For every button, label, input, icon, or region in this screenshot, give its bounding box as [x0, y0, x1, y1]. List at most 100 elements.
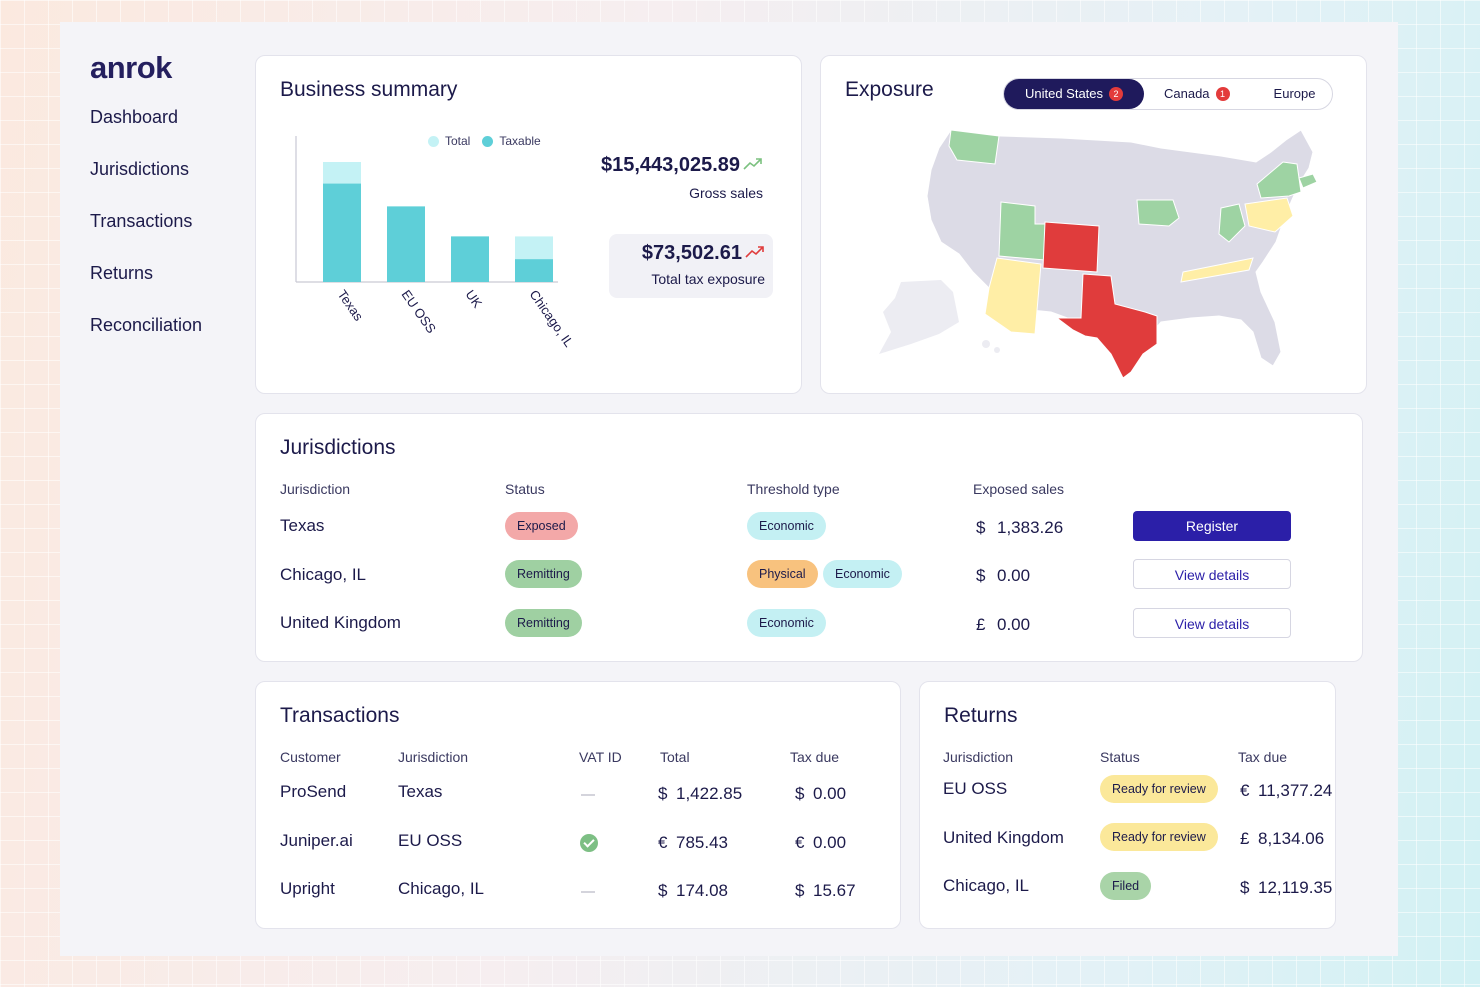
col-customer: Customer — [280, 749, 341, 765]
total-currency: $ — [658, 881, 668, 900]
tax-exposure-value: $73,502.61 — [609, 242, 765, 265]
legend-total-swatch — [428, 135, 439, 147]
col-status: Status — [505, 481, 545, 497]
exposed-amount: 0.00 — [997, 566, 1031, 585]
gross-sales: $15,443,025.89 Gross sales — [601, 154, 763, 201]
x-tick-label: Texas — [335, 287, 367, 324]
tab-canada-badge: 1 — [1215, 87, 1230, 101]
col-total: Total — [660, 749, 690, 765]
tax-exposure-box: $73,502.61 Total tax exposure — [609, 234, 773, 298]
col-exposed-sales: Exposed sales — [973, 481, 1065, 497]
return-currency: £ — [1240, 829, 1250, 848]
return-amount: 11,377.24 — [1258, 781, 1333, 800]
jurisdiction-name: United Kingdom — [280, 613, 401, 632]
exposure-title: Exposure — [845, 78, 934, 101]
map-state-arizona — [984, 257, 1042, 335]
bar-taxable[interactable] — [387, 206, 425, 282]
tax-amount: 0.00 — [813, 833, 847, 852]
sidebar-item-transactions[interactable]: Transactions — [90, 211, 193, 231]
total-amount: 174.08 — [676, 881, 728, 900]
sidebar-item-dashboard[interactable]: Dashboard — [90, 107, 179, 127]
map-state-pennsylvania — [1244, 197, 1294, 233]
app-window: anrok Dashboard Jurisdictions Transactio… — [60, 22, 1398, 956]
business-summary-card: Business summary Total Taxable Texas EU O… — [255, 55, 802, 394]
map-state-ohio — [1218, 203, 1246, 243]
customer-name[interactable]: Juniper.ai — [280, 831, 353, 850]
total-currency: $ — [658, 784, 668, 803]
sidebar-item-returns[interactable]: Returns — [90, 263, 154, 283]
bar-taxable[interactable] — [323, 183, 361, 282]
anrok-logo[interactable]: anrok — [90, 50, 172, 85]
col-threshold-type: Threshold type — [747, 481, 840, 497]
tab-united-states[interactable]: United States 2 — [1004, 79, 1144, 109]
gross-sales-label: Gross sales — [689, 185, 763, 201]
transaction-jurisdiction: EU OSS — [398, 831, 463, 850]
us-exposure-map — [879, 129, 1318, 379]
customer-name[interactable]: Upright — [280, 879, 335, 898]
gross-sales-value: $15,443,025.89 — [601, 154, 763, 177]
transactions-card: Transactions Customer Jurisdiction VAT I… — [255, 681, 901, 929]
chart-legend: Total Taxable — [428, 134, 541, 148]
exposed-amount: 1,383.26 — [997, 518, 1064, 537]
bar-taxable[interactable] — [515, 259, 553, 282]
customer-name[interactable]: ProSend — [280, 782, 347, 801]
legend-taxable-label: Taxable — [499, 134, 541, 148]
total-amount: 1,422.85 — [676, 784, 743, 803]
returns-card: Returns Jurisdiction Status Tax due EU O… — [919, 681, 1336, 929]
view-details-button[interactable]: View details — [1133, 559, 1291, 589]
map-state-tennessee — [1180, 257, 1254, 283]
tab-united-states-badge: 2 — [1109, 87, 1124, 101]
register-button[interactable]: Register — [1133, 511, 1291, 541]
x-tick-label: UK — [463, 287, 486, 311]
jurisdictions-title: Jurisdictions — [280, 436, 396, 459]
legend-total: Total — [428, 134, 470, 148]
tab-canada[interactable]: Canada 1 — [1152, 79, 1242, 109]
col-jurisdiction: Jurisdiction — [943, 749, 1014, 765]
tab-canada-label: Canada — [1164, 86, 1210, 101]
view-details-button[interactable]: View details — [1133, 608, 1291, 638]
col-jurisdiction: Jurisdiction — [280, 481, 351, 497]
business-summary-title: Business summary — [280, 78, 458, 101]
threshold-badge: Physical — [747, 560, 818, 588]
return-jurisdiction[interactable]: United Kingdom — [943, 828, 1064, 847]
status-badge: Exposed — [505, 512, 578, 540]
tab-united-states-label: United States — [1024, 86, 1104, 101]
jurisdiction-name: Texas — [280, 516, 325, 535]
map-state-new-england — [1298, 173, 1318, 189]
map-state-texas — [1055, 273, 1158, 379]
map-state-washington — [948, 129, 1000, 165]
tax-exposure-amount: $73,502.61 — [641, 242, 742, 264]
tab-europe-label: Europe — [1273, 86, 1316, 101]
status-badge: Remitting — [505, 560, 582, 588]
threshold-badge: Economic — [747, 609, 826, 637]
vat-missing-dash — [581, 891, 595, 893]
col-vat-id: VAT ID — [579, 749, 622, 765]
tax-currency: $ — [795, 881, 805, 900]
tax-currency: € — [795, 833, 805, 852]
trend-up-icon — [743, 158, 762, 170]
vat-missing-dash — [581, 794, 595, 796]
map-hawaii — [982, 340, 990, 348]
exposure-card: Exposure United States 2 Canada 1 Europe — [820, 55, 1367, 394]
return-amount: 8,134.06 — [1258, 829, 1325, 848]
bar-taxable[interactable] — [451, 236, 489, 282]
exposed-amount: 0.00 — [997, 615, 1031, 634]
return-jurisdiction[interactable]: Chicago, IL — [943, 876, 1029, 895]
x-tick-label: EU OSS — [399, 287, 440, 336]
sidebar-nav: Dashboard Jurisdictions Transactions Ret… — [90, 104, 202, 364]
return-jurisdiction[interactable]: EU OSS — [943, 779, 1008, 798]
tax-amount: 15.67 — [813, 881, 856, 900]
total-amount: 785.43 — [676, 833, 728, 852]
total-currency: € — [658, 833, 668, 852]
sidebar-item-jurisdictions[interactable]: Jurisdictions — [90, 159, 190, 179]
return-status-badge: Ready for review — [1100, 775, 1218, 803]
col-jurisdiction: Jurisdiction — [398, 749, 469, 765]
map-state-iowa — [1136, 199, 1180, 227]
currency-symbol: $ — [976, 518, 986, 537]
gross-sales-amount: $15,443,025.89 — [600, 154, 740, 176]
transaction-jurisdiction: Chicago, IL — [398, 879, 484, 898]
tab-europe[interactable]: Europe — [1262, 79, 1328, 109]
sidebar-item-reconciliation[interactable]: Reconciliation — [90, 315, 203, 335]
return-amount: 12,119.35 — [1258, 878, 1333, 897]
returns-title: Returns — [944, 704, 1018, 727]
